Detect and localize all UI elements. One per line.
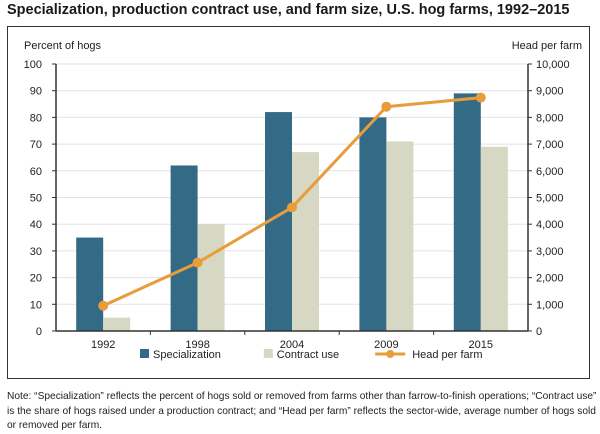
bar-contract-use — [480, 146, 508, 331]
bar-specialization — [359, 117, 387, 332]
point-head-per-farm — [98, 300, 109, 311]
x-tick-label: 2015 — [469, 339, 493, 351]
bar-contract-use — [103, 317, 131, 331]
legend-label: Specialization — [153, 349, 221, 361]
y2-tick-label: 4,000 — [536, 219, 564, 231]
x-tick-label: 2004 — [280, 339, 304, 351]
y2-tick-label: 8,000 — [536, 112, 564, 124]
y2-tick-label: 2,000 — [536, 273, 564, 285]
y2-tick-label: 0 — [536, 326, 542, 338]
chart-frame — [7, 26, 590, 379]
point-head-per-farm — [192, 257, 203, 268]
legend-swatch-specialization — [140, 349, 149, 358]
chart-title: Specialization, production contract use,… — [7, 2, 570, 18]
legend-marker-head-per-farm — [386, 350, 395, 358]
point-head-per-farm — [475, 92, 486, 103]
y2-tick-label: 3,000 — [536, 246, 564, 258]
y2-tick-label: 7,000 — [536, 139, 564, 151]
x-tick-label: 1998 — [185, 339, 209, 351]
point-head-per-farm — [381, 101, 392, 112]
bar-contract-use — [292, 152, 319, 331]
y-tick-label: 40 — [30, 219, 42, 231]
bar-specialization — [453, 93, 481, 332]
y-tick-label: 90 — [30, 86, 42, 98]
y-tick-label: 10 — [30, 299, 42, 311]
y-tick-label: 60 — [30, 166, 42, 178]
y-tick-label: 30 — [30, 246, 42, 258]
y2-tick-label: 6,000 — [536, 166, 564, 178]
bar-specialization — [76, 237, 104, 331]
y2-axis-label: Head per farm — [512, 40, 582, 52]
y2-tick-label: 9,000 — [536, 86, 564, 98]
y-tick-label: 50 — [30, 193, 42, 205]
bar-contract-use — [197, 224, 225, 331]
y-tick-label: 20 — [30, 273, 42, 285]
y-tick-label: 80 — [30, 112, 42, 124]
point-head-per-farm — [287, 202, 297, 213]
x-tick-label: 2009 — [374, 339, 398, 351]
legend-label: Contract use — [277, 349, 339, 361]
y-tick-label: 0 — [36, 326, 42, 338]
y2-tick-label: 5,000 — [536, 193, 564, 205]
bar-specialization — [170, 165, 198, 331]
chart: Percent of hogs Head per farm 0 0 10 1,000 20 2… — [24, 40, 582, 361]
chart-note: Note: “Specialization” reflects the perc… — [7, 391, 597, 431]
y-axis-label: Percent of hogs — [24, 40, 102, 52]
y-tick-label: 70 — [30, 139, 42, 151]
bar-contract-use — [386, 141, 414, 331]
legend-label: Head per farm — [412, 349, 482, 361]
x-tick-label: 1992 — [91, 339, 115, 351]
y2-tick-label: 1,000 — [536, 299, 564, 311]
y-tick-label: 100 — [24, 59, 42, 71]
y2-tick-label: 10,000 — [536, 59, 570, 71]
legend-swatch-contract-use — [263, 349, 273, 358]
